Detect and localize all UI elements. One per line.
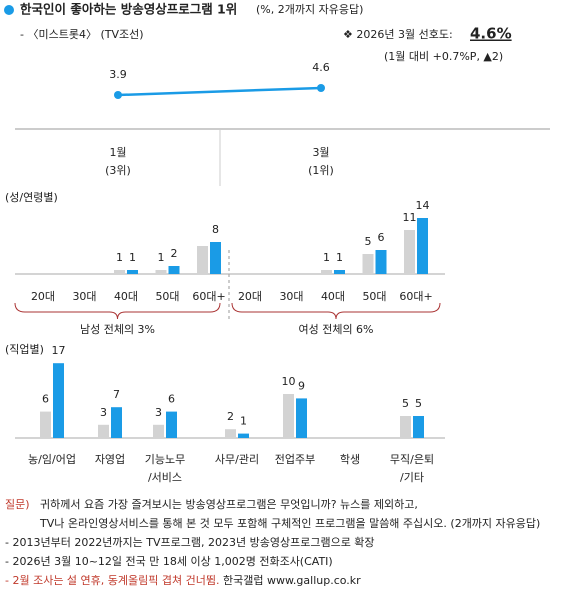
- bar: [283, 394, 294, 438]
- x-tick-label: 사무/관리: [215, 453, 259, 466]
- subtitle: - 〈미스트롯4〉 (TV조선): [20, 28, 144, 41]
- x-tick-label: /기타: [400, 471, 424, 484]
- question-label: 질문): [5, 498, 30, 511]
- x-tick-label: 30대: [72, 290, 96, 303]
- value-label: 1: [323, 251, 330, 264]
- x-tick-label: 1월: [109, 146, 126, 159]
- bar: [155, 270, 167, 274]
- bar: [166, 411, 177, 438]
- bar: [362, 254, 374, 274]
- axis-label: (직업별): [5, 343, 44, 356]
- group-brace: [231, 302, 441, 320]
- bar: [321, 270, 332, 274]
- bar: [127, 270, 138, 274]
- rank-label: (1위): [308, 164, 334, 177]
- bar: [114, 270, 125, 274]
- value-label: 1: [336, 251, 343, 264]
- value-label: 1: [116, 251, 123, 264]
- value-label: 14: [416, 199, 430, 212]
- x-tick-label: 40대: [114, 290, 138, 303]
- x-tick-label: 자영업: [95, 453, 125, 466]
- group-label: 남성 전체의 3%: [80, 323, 155, 336]
- bar: [375, 250, 387, 274]
- value-label: 8: [212, 223, 219, 236]
- value-label: 5: [402, 397, 409, 410]
- bar: [168, 266, 180, 274]
- bar: [111, 407, 122, 438]
- question: 귀하께서 요즘 가장 즐겨보시는 방송영상프로그램은 무엇입니까? 뉴스를 제외…: [40, 497, 418, 511]
- value-label: 6: [168, 393, 175, 406]
- title-bullet: [4, 5, 14, 15]
- bar: [53, 363, 64, 438]
- bar: [153, 424, 164, 438]
- note: - 2월 조사는 설 연휴, 동계올림픽 겹쳐 건너뜀. 한국갤럽 www.ga…: [5, 573, 361, 587]
- bar: [98, 424, 109, 438]
- value-label: 10: [282, 375, 296, 388]
- value-label: 5: [365, 235, 372, 248]
- group-brace: [14, 302, 221, 320]
- x-tick-label: 50대: [155, 290, 179, 303]
- value-label: 11: [403, 211, 417, 224]
- value-label: 9: [298, 379, 305, 392]
- x-tick-label: 40대: [321, 290, 345, 303]
- value-label: 1: [129, 251, 136, 264]
- x-tick-label: 20대: [31, 290, 55, 303]
- bar: [225, 429, 236, 438]
- value-label: 2: [171, 247, 178, 260]
- x-tick-label: 20대: [238, 290, 262, 303]
- value-label: 6: [378, 231, 385, 244]
- axis-label: (성/연령별): [5, 191, 58, 204]
- highlight-value: 4.6%: [470, 25, 512, 43]
- value-label: 3.9: [109, 68, 127, 81]
- x-tick-label: 50대: [362, 290, 386, 303]
- bar: [400, 416, 411, 438]
- bar: [238, 433, 249, 438]
- x-tick-label: 무직/은퇴: [390, 453, 434, 466]
- x-tick-label: 학생: [340, 453, 360, 466]
- bar: [413, 416, 424, 438]
- x-tick-label: 농/임/어업: [28, 453, 76, 466]
- x-tick-label: 기능노무: [145, 453, 185, 466]
- bar: [417, 218, 428, 274]
- value-label: 2: [227, 410, 234, 423]
- x-tick-label: 3월: [312, 146, 329, 159]
- rank-label: (3위): [105, 164, 131, 177]
- source: 한국갤럽 www.gallup.co.kr: [219, 573, 361, 587]
- bar: [296, 398, 307, 438]
- highlight-label: ❖ 2026년 3월 선호도:: [343, 28, 453, 41]
- value-label: 6: [42, 393, 49, 406]
- x-tick-label: /서비스: [148, 471, 182, 484]
- bar: [404, 230, 415, 274]
- x-tick-label: 60대+: [399, 290, 432, 303]
- group-label: 여성 전체의 6%: [298, 323, 373, 336]
- point: [317, 84, 325, 92]
- value-label: 3: [155, 406, 162, 419]
- value-label: 1: [158, 251, 165, 264]
- bar: [40, 411, 51, 438]
- value-label: 4.6: [312, 61, 330, 74]
- point: [114, 91, 122, 99]
- bar: [197, 246, 208, 274]
- x-tick-label: 60대+: [192, 290, 225, 303]
- value-label: 17: [52, 344, 66, 357]
- red-note: - 2월 조사는 설 연휴, 동계올림픽 겹쳐 건너뜀.: [5, 574, 219, 587]
- value-label: 7: [113, 388, 120, 401]
- x-tick-label: 전업주부: [275, 453, 315, 466]
- value-label: 3: [100, 406, 107, 419]
- note: - 2013년부터 2022년까지는 TV프로그램, 2023년 방송영상프로그…: [5, 536, 375, 549]
- note: - 2026년 3월 10~12일 전국 만 18세 이상 1,002명 전화조…: [5, 554, 333, 568]
- bar: [210, 242, 221, 274]
- chart-title: 한국인이 좋아하는 방송영상프로그램 1위: [20, 2, 237, 17]
- bar: [334, 270, 345, 274]
- title-note: (%, 2개까지 자유응답): [256, 3, 363, 16]
- highlight-note: (1월 대비 +0.7%P, ▲2): [384, 50, 503, 63]
- value-label: 1: [240, 415, 247, 428]
- line: [117, 86, 322, 97]
- value-label: 5: [415, 397, 422, 410]
- x-tick-label: 30대: [279, 290, 303, 303]
- question: TV나 온라인영상서비스를 통해 본 것 모두 포함해 구체적인 프로그램을 말…: [39, 516, 540, 530]
